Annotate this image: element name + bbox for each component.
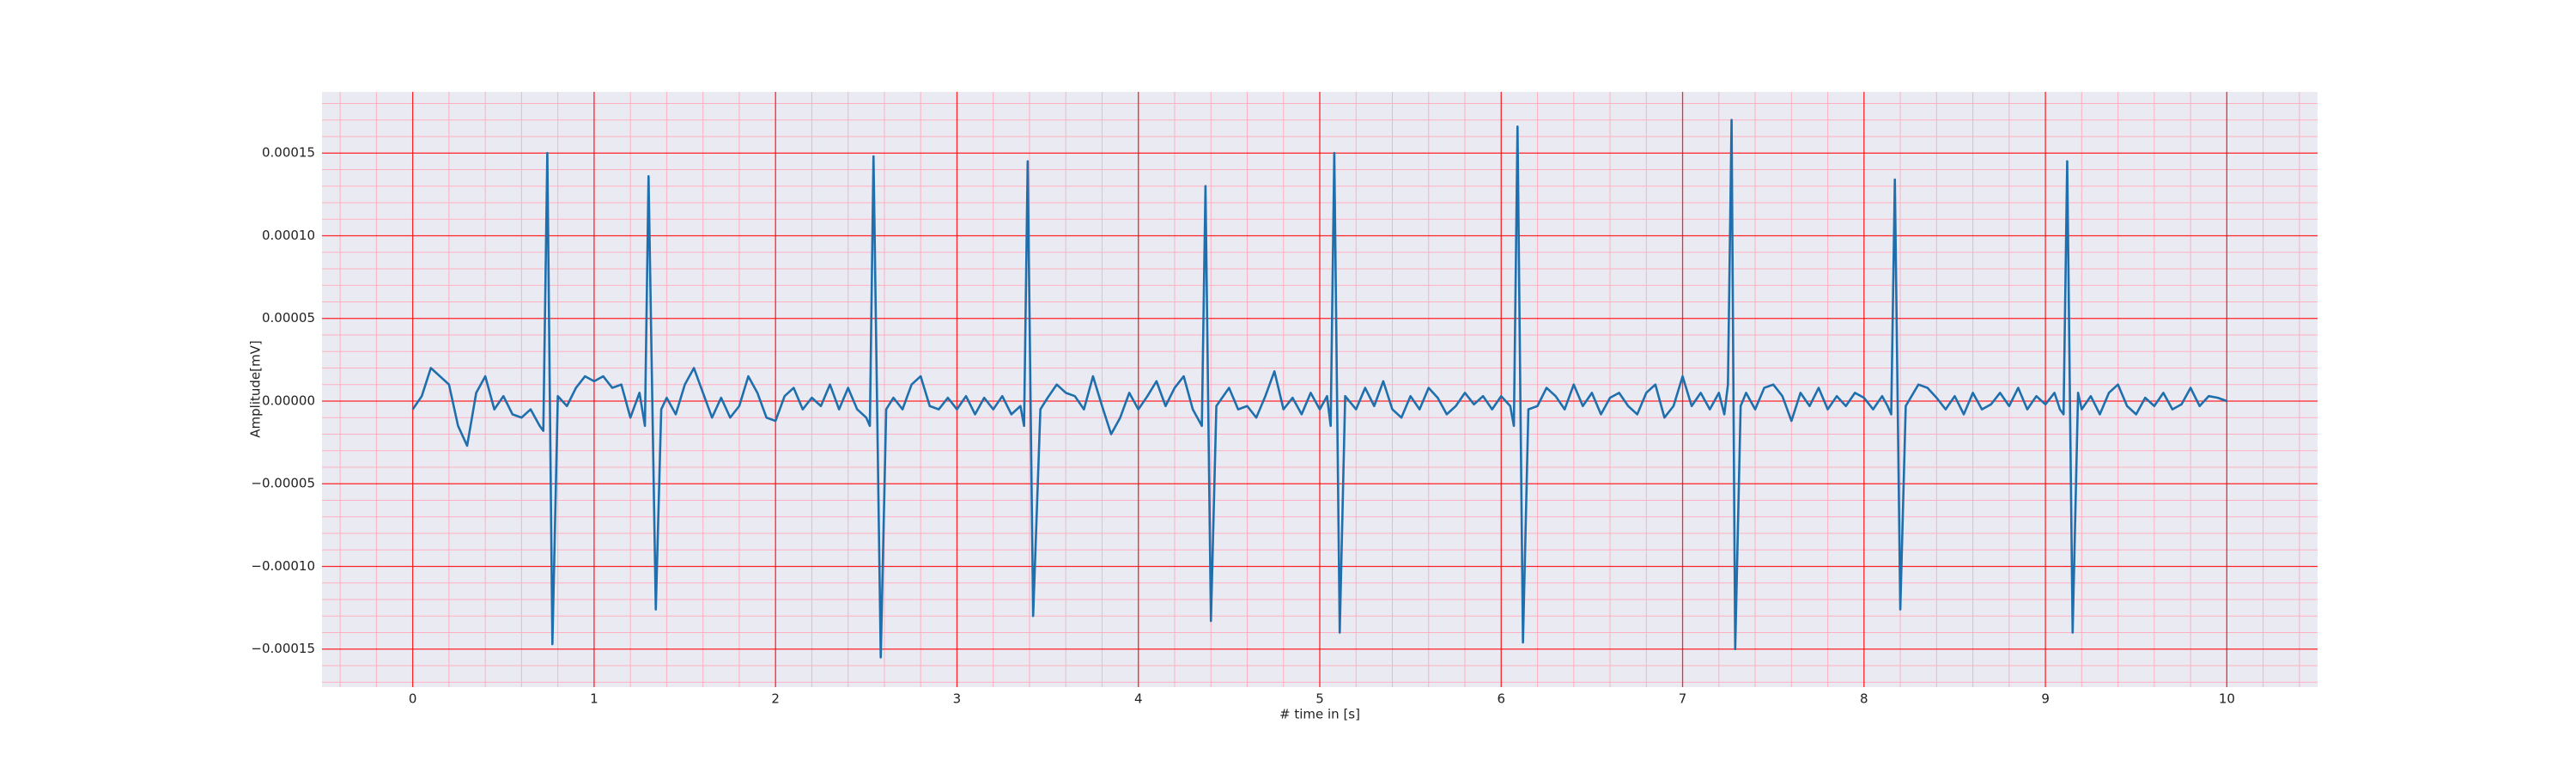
y-tick-label: −0.00010 bbox=[251, 558, 315, 574]
ecg-line bbox=[411, 119, 2227, 659]
x-tick-label: 6 bbox=[1497, 691, 1505, 707]
x-tick-label: 8 bbox=[1860, 691, 1868, 707]
y-tick-label: 0.00015 bbox=[262, 145, 315, 161]
x-tick-label: 10 bbox=[2219, 691, 2235, 707]
y-tick-label: 0.00010 bbox=[262, 228, 315, 243]
x-tick-label: 2 bbox=[771, 691, 780, 707]
x-tick-label: 4 bbox=[1134, 691, 1143, 707]
x-axis-label: # time in [s] bbox=[1279, 707, 1360, 722]
x-tick-label: 1 bbox=[590, 691, 598, 707]
y-tick-label: 0.00000 bbox=[262, 393, 315, 408]
x-tick-label: 9 bbox=[2041, 691, 2050, 707]
x-tick-label: 3 bbox=[953, 691, 962, 707]
x-tick-label: 5 bbox=[1315, 691, 1324, 707]
x-tick-label: 0 bbox=[409, 691, 417, 707]
x-tick-label: 7 bbox=[1679, 691, 1687, 707]
y-tick-label: −0.00005 bbox=[251, 476, 315, 491]
y-tick-label: 0.00005 bbox=[262, 310, 315, 326]
y-tick-label: −0.00015 bbox=[251, 641, 315, 656]
y-axis-label: Amplitude[mV] bbox=[248, 340, 264, 437]
